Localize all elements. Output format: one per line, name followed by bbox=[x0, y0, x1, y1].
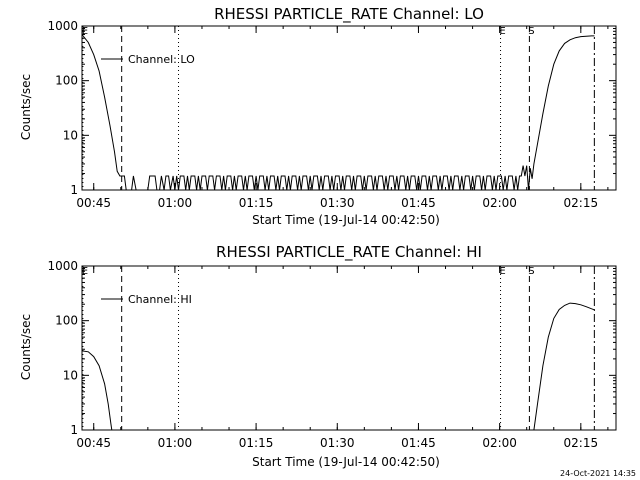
x-tick-label: 00:45 bbox=[76, 196, 111, 210]
data-line bbox=[533, 302, 595, 431]
y-tick-label: 10 bbox=[63, 368, 78, 382]
x-tick-label: 02:00 bbox=[482, 196, 517, 210]
plot-frame bbox=[81, 25, 617, 191]
y-tick-label: 100 bbox=[55, 74, 78, 88]
chart-title: RHESSI PARTICLE_RATE Channel: HI bbox=[216, 243, 482, 262]
event-marker-label: S bbox=[528, 266, 534, 277]
x-tick-label: 01:45 bbox=[401, 436, 436, 450]
y-axis: 1 10 100 1000 bbox=[47, 259, 616, 437]
x-tick-label: 01:45 bbox=[401, 196, 436, 210]
x-tick-label: 01:00 bbox=[158, 436, 193, 450]
x-tick-label: 02:00 bbox=[482, 436, 517, 450]
legend: Channel: HI bbox=[101, 293, 192, 306]
x-axis-label: Start Time (19-Jul-14 00:42:50) bbox=[252, 213, 440, 227]
hi-channel-panel: RHESSI PARTICLE_RATE Channel: HI Start T… bbox=[19, 243, 617, 469]
x-tick-label: 02:15 bbox=[564, 196, 599, 210]
x-tick-label: 01:15 bbox=[239, 436, 274, 450]
y-tick-label: 10 bbox=[63, 128, 78, 142]
y-axis-label: Counts/sec bbox=[19, 314, 33, 380]
y-axis: 1 10 100 1000 bbox=[47, 19, 616, 197]
legend: Channel: LO bbox=[101, 53, 195, 66]
y-tick-label: 1000 bbox=[47, 259, 78, 273]
x-tick-label: 01:00 bbox=[158, 196, 193, 210]
x-tick-label: 00:45 bbox=[76, 436, 111, 450]
x-axis: 00:45 01:00 01:15 01:30 01:45 02:00 02:15 bbox=[76, 266, 609, 450]
event-marker-label: S bbox=[528, 26, 534, 37]
y-tick-label: 1 bbox=[70, 183, 78, 197]
y-axis-label: Counts/sec bbox=[19, 74, 33, 140]
x-tick-label: 02:15 bbox=[564, 436, 599, 450]
data-line bbox=[131, 35, 595, 191]
timestamp: 24-Oct-2021 14:35 bbox=[560, 469, 636, 478]
x-tick-label: 01:30 bbox=[320, 436, 355, 450]
plot-frame bbox=[81, 265, 617, 431]
chart-title: RHESSI PARTICLE_RATE Channel: LO bbox=[214, 5, 484, 24]
event-marker-label: E bbox=[499, 266, 505, 277]
legend-label: Channel: LO bbox=[128, 53, 195, 66]
x-axis: 00:45 01:00 01:15 01:30 01:45 02:00 02:15 bbox=[76, 26, 609, 210]
x-tick-label: 01:30 bbox=[320, 196, 355, 210]
event-marker-label: E bbox=[499, 26, 505, 37]
data-line bbox=[81, 34, 127, 191]
legend-label: Channel: HI bbox=[128, 293, 192, 306]
event-marker-label: E bbox=[82, 266, 88, 277]
lo-channel-panel: RHESSI PARTICLE_RATE Channel: LO Start T… bbox=[19, 5, 617, 227]
x-tick-label: 01:15 bbox=[239, 196, 274, 210]
y-tick-label: 100 bbox=[55, 314, 78, 328]
y-tick-label: 1000 bbox=[47, 19, 78, 33]
data-line bbox=[81, 350, 113, 431]
x-axis-label: Start Time (19-Jul-14 00:42:50) bbox=[252, 455, 440, 469]
y-tick-label: 1 bbox=[70, 423, 78, 437]
event-marker-label: E bbox=[82, 26, 88, 37]
